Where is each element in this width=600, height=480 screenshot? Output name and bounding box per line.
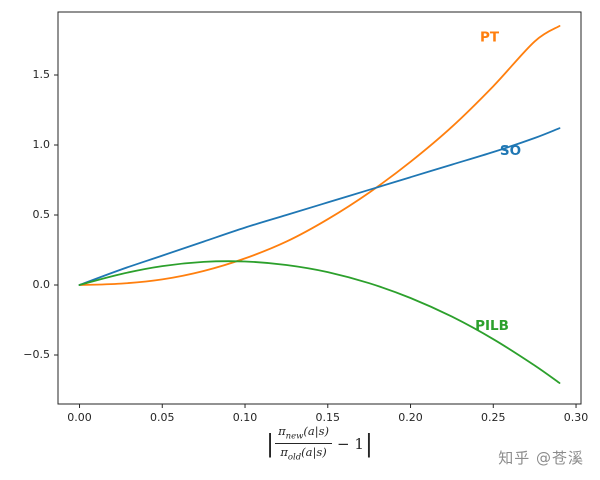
series-label-pilb: PILB [475, 318, 509, 334]
x-tick-label: 0.05 [150, 411, 175, 424]
denominator-args: (a|s) [301, 445, 327, 460]
ratio-fraction: πnew(a|s) πold(a|s) [275, 424, 333, 464]
series-line-pt [78, 25, 561, 286]
pi-symbol-old: π [280, 445, 288, 460]
minus-one-term: − 1 [337, 434, 364, 453]
fraction-numerator: πnew(a|s) [275, 424, 333, 445]
x-tick-label: 0.25 [481, 411, 506, 424]
series-label-pt: PT [480, 29, 500, 45]
y-tick-label: −0.5 [23, 348, 50, 361]
x-tick-label: 0.30 [564, 411, 589, 424]
x-tick-label: 0.20 [398, 411, 423, 424]
pi-symbol-new: π [278, 424, 286, 438]
numerator-args: (a|s) [303, 424, 330, 438]
y-tick-label: 1.5 [33, 68, 51, 81]
subscript-new: new [285, 431, 304, 442]
series-line-pilb [78, 260, 561, 384]
series-line-so [78, 127, 561, 286]
subscript-old: old [287, 452, 302, 463]
x-axis-label: | πnew(a|s) πold(a|s) − 1 | [58, 424, 581, 464]
y-tick-label: 1.0 [33, 138, 51, 151]
x-tick-label: 0.00 [67, 411, 92, 424]
y-tick-label: 0.0 [33, 278, 51, 291]
abs-bar-left: | [265, 429, 275, 458]
y-tick-label: 0.5 [33, 208, 51, 221]
plot-border [57, 11, 582, 405]
x-tick-label: 0.10 [233, 411, 258, 424]
series-label-so: SO [500, 143, 521, 159]
x-tick-label: 0.15 [316, 411, 341, 424]
fraction-denominator: πold(a|s) [280, 444, 326, 463]
abs-bar-right: | [364, 429, 374, 458]
watermark: 知乎 @苍溪 [498, 449, 584, 467]
